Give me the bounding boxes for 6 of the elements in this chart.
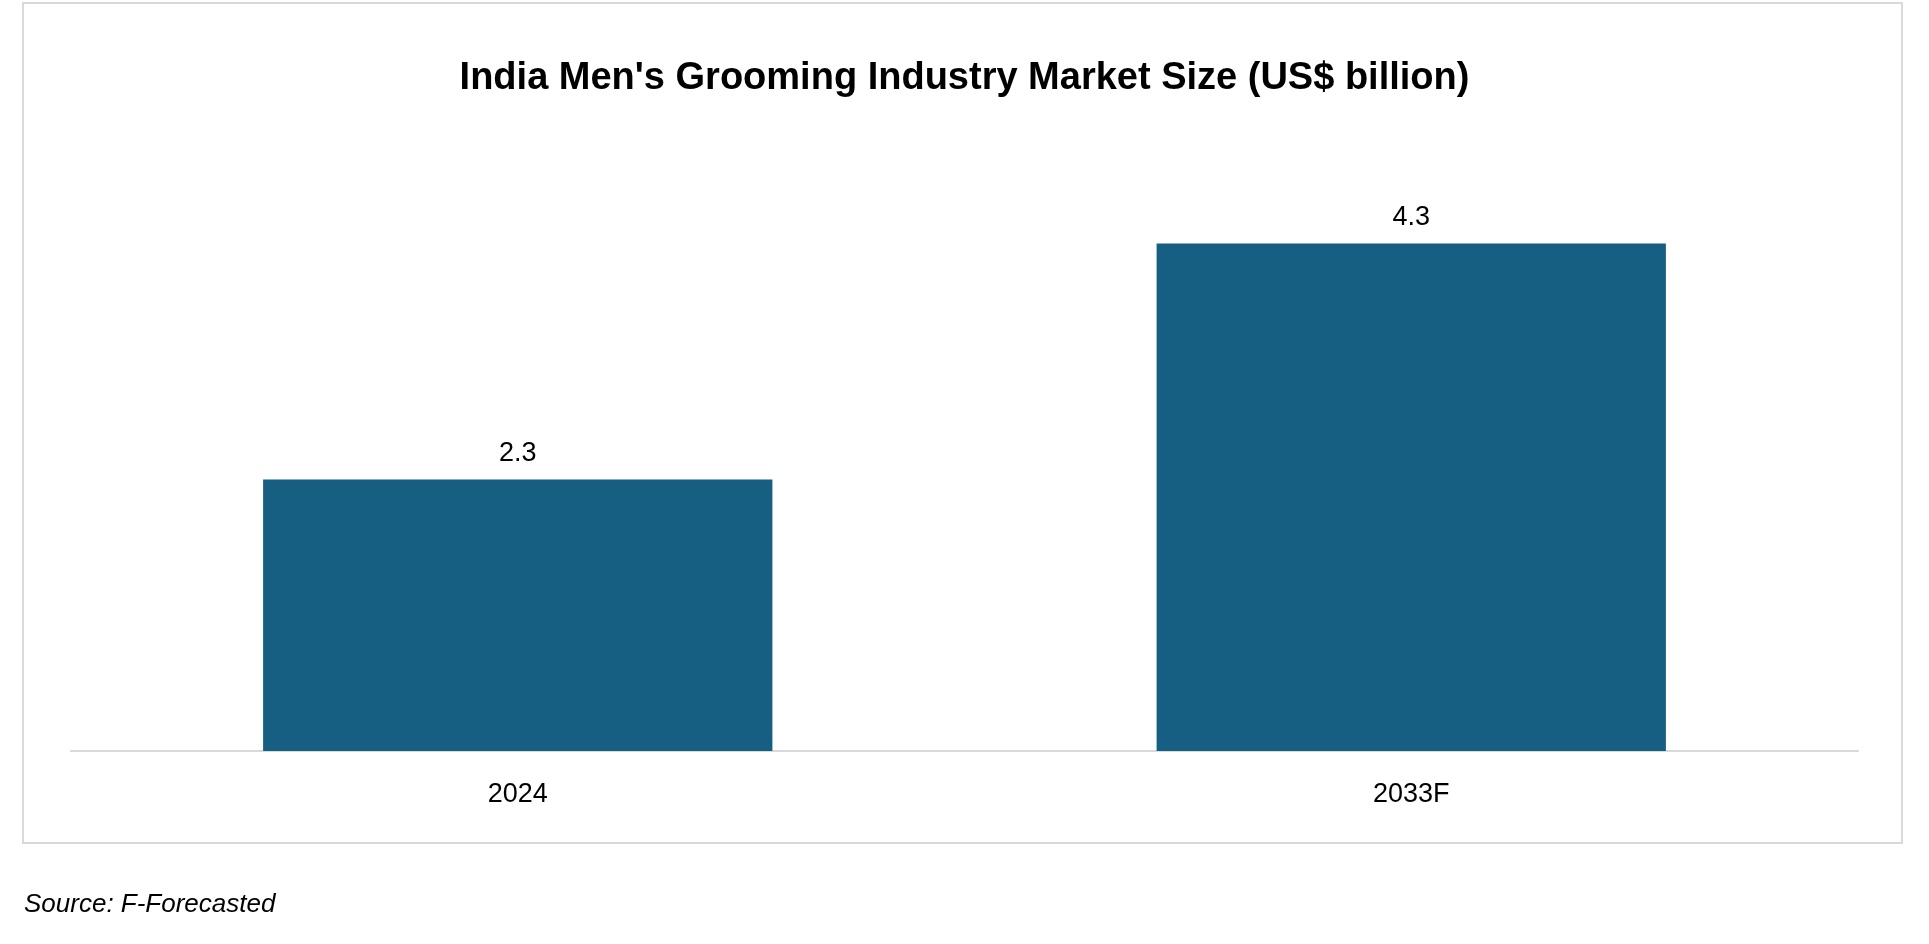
source-note: Source: F-Forecasted [24, 888, 276, 919]
data-label: 4.3 [1392, 201, 1431, 232]
data-label: 2.3 [498, 437, 537, 468]
x-tick-label: 2033F [1372, 777, 1450, 808]
chart-title: India Men's Grooming Industry Market Size (US$ billion) [459, 55, 1470, 97]
x-tick-label: 2024 [487, 777, 548, 808]
